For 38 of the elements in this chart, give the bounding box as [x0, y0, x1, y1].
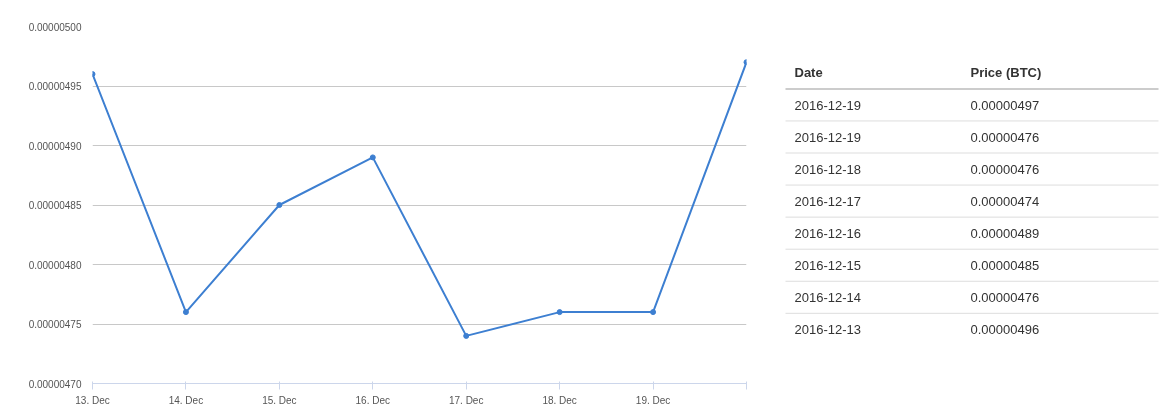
text: 2016-12-17 — [794, 194, 861, 210]
text: 2016-12-13 — [794, 322, 861, 338]
text: Date — [794, 64, 823, 80]
text: 0.00000489 — [970, 226, 1040, 242]
x-tick-label: 18. Dec — [542, 394, 577, 406]
text: 0.00000485 — [970, 258, 1040, 274]
y-tick-label: 0.00000470 — [28, 378, 82, 390]
text: 2016-12-18 — [794, 161, 861, 177]
text: 0.00000497 — [970, 97, 1040, 113]
text: 2016-12-14 — [794, 290, 861, 306]
y-tick-label: 0.00000475 — [28, 319, 82, 330]
text: 0.00000476 — [970, 290, 1040, 306]
x-tick-label: 14. Dec — [168, 394, 204, 406]
x-tick-label: 15. Dec — [262, 394, 297, 406]
text: 2016-12-19 — [794, 97, 861, 113]
point — [556, 309, 563, 316]
point — [650, 309, 657, 316]
point — [276, 202, 283, 208]
y-tick-label: 0.00000485 — [28, 200, 82, 211]
text: 0.00000474 — [970, 194, 1040, 210]
y-tick-label: 0.00000490 — [28, 140, 82, 152]
text: 2016-12-16 — [794, 226, 861, 242]
x-tick-label: 19. Dec — [635, 394, 671, 406]
text: 0.00000476 — [970, 161, 1040, 177]
point — [369, 154, 376, 161]
y-tick-label: 0.00000480 — [28, 259, 82, 271]
text: 2016-12-19 — [794, 129, 861, 145]
point — [463, 332, 470, 339]
x-tick-label: 13. Dec — [75, 394, 110, 406]
x-tick-label: 16. Dec — [355, 394, 391, 406]
x-tick-label: 17. Dec — [448, 394, 484, 406]
text: Price (BTC) — [970, 64, 1042, 80]
point — [182, 309, 189, 316]
text: 2016-12-15 — [794, 258, 861, 274]
text: 0.00000476 — [970, 129, 1040, 145]
y-tick-label: 0.00000495 — [28, 81, 82, 92]
y-tick-label: 0.00000500 — [28, 21, 82, 33]
text: 0.00000496 — [970, 322, 1040, 338]
